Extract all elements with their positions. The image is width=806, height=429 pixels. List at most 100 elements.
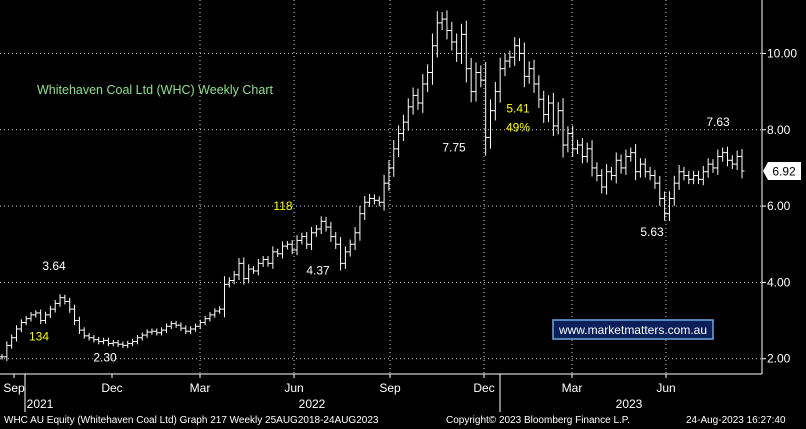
y-tick-label: 4.00 — [767, 275, 791, 289]
ohlc-bar — [251, 266, 257, 274]
footer-timestamp: 24-Aug-2023 16:27:40 — [686, 415, 786, 426]
ohlc-bar — [483, 61, 489, 156]
ohlc-bar — [676, 165, 682, 190]
ohlc-bars — [0, 10, 745, 361]
ohlc-bar — [159, 327, 165, 336]
price-annotation: 118 — [273, 199, 292, 213]
ohlc-bar — [149, 328, 155, 335]
ohlc-bar — [584, 142, 590, 163]
ohlc-bar — [734, 150, 740, 171]
ohlc-bar — [178, 322, 184, 331]
ohlc-bar — [275, 248, 281, 257]
ohlc-bar — [4, 341, 10, 361]
watermark-text[interactable]: www.marketmatters.com.au — [558, 323, 707, 337]
ohlc-bar — [691, 170, 697, 185]
ohlc-bar — [589, 140, 595, 177]
ohlc-bar — [473, 62, 479, 102]
ohlc-bar — [434, 11, 440, 58]
ohlc-bar — [400, 114, 406, 142]
ohlc-bar — [134, 334, 140, 345]
ohlc-bar — [594, 162, 600, 182]
price-annotation: 2.30 — [93, 350, 117, 364]
ohlc-bar — [608, 166, 614, 181]
ohlc-bar — [342, 246, 348, 269]
ohlc-bar — [217, 306, 223, 314]
ohlc-bar — [429, 33, 435, 85]
ohlc-bar — [613, 152, 619, 184]
ohlc-bar — [212, 308, 218, 318]
ohlc-bar — [57, 294, 63, 307]
y-axis: 2.00 4.00 6.00 8.00 10.00 — [761, 0, 797, 374]
ohlc-bar — [405, 98, 411, 131]
y-tick-label: 6.00 — [767, 199, 791, 213]
x-tick-label: Sep — [3, 381, 25, 395]
ohlc-bar — [458, 23, 464, 65]
ohlc-bar — [67, 297, 73, 313]
price-annotation: 134 — [29, 329, 49, 343]
ohlc-bar — [168, 320, 174, 330]
ohlc-bar — [686, 170, 692, 185]
ohlc-bar — [546, 95, 552, 123]
ohlc-bar — [550, 92, 556, 137]
ohlc-bar — [333, 231, 339, 249]
ohlc-bar — [260, 255, 266, 267]
ohlc-bar — [715, 149, 721, 175]
last-price-marker — [763, 161, 801, 180]
ohlc-bar — [376, 196, 382, 207]
ohlc-bar — [18, 319, 24, 333]
x-tick-label: Jun — [656, 381, 675, 395]
ohlc-bar — [560, 98, 566, 158]
year-label: 2023 — [616, 397, 643, 411]
ohlc-bar — [478, 65, 484, 88]
x-tick-label: Dec — [101, 381, 122, 395]
ohlc-bar — [207, 312, 213, 322]
x-tick-label: Sep — [379, 381, 401, 395]
ohlc-bar — [671, 175, 677, 206]
ohlc-bar — [289, 240, 295, 255]
price-annotation: 4.37 — [306, 263, 330, 277]
ohlc-bar — [637, 158, 643, 178]
ohlc-bar — [255, 258, 261, 276]
ohlc-bar — [652, 169, 658, 189]
ohlc-bar — [125, 340, 131, 349]
chart-title: Whitehaven Coal Ltd (WHC) Weekly Chart — [37, 83, 273, 97]
watermark[interactable]: www.marketmatters.com.au — [552, 319, 714, 340]
x-tick-label: Jun — [284, 381, 303, 395]
x-tick-label: Dec — [473, 381, 494, 395]
ohlc-bar — [47, 305, 53, 319]
ohlc-bar — [270, 246, 276, 269]
ohlc-bar — [280, 241, 286, 259]
ohlc-bar — [570, 125, 576, 157]
ohlc-bar — [536, 75, 542, 108]
ohlc-bar — [352, 227, 358, 251]
ohlc-bar — [323, 216, 329, 232]
y-tick-label: 10.00 — [767, 46, 797, 60]
ohlc-bar — [633, 144, 639, 181]
ohlc-bar — [173, 320, 179, 328]
ohlc-bar — [662, 191, 668, 221]
ohlc-bar — [265, 256, 271, 267]
ohlc-bar — [202, 315, 208, 326]
ohlc-bar — [72, 304, 78, 326]
ohlc-bar — [9, 334, 15, 349]
ohlc-bar — [386, 160, 392, 191]
ohlc-bar — [396, 125, 402, 158]
ohlc-bar — [512, 37, 518, 66]
ohlc-bar — [444, 10, 450, 40]
ohlc-bar — [507, 50, 513, 68]
ohlc-bar — [318, 216, 324, 235]
last-price-tag: 6.92 — [763, 161, 801, 180]
ohlc-bar — [454, 33, 460, 62]
watermark-box — [552, 319, 714, 340]
ohlc-bar — [192, 323, 198, 332]
price-annotation: 5.41 — [506, 102, 530, 116]
ohlc-bar — [105, 337, 111, 347]
ohlc-bar — [647, 166, 653, 181]
ohlc-bar — [163, 323, 169, 333]
y-tick-label: 2.00 — [767, 352, 791, 366]
ohlc-bar — [415, 88, 421, 110]
ohlc-bar — [120, 341, 126, 349]
year-label: 2021 — [27, 397, 54, 411]
ohlc-bar — [391, 139, 397, 177]
ohlc-bar — [700, 165, 706, 186]
